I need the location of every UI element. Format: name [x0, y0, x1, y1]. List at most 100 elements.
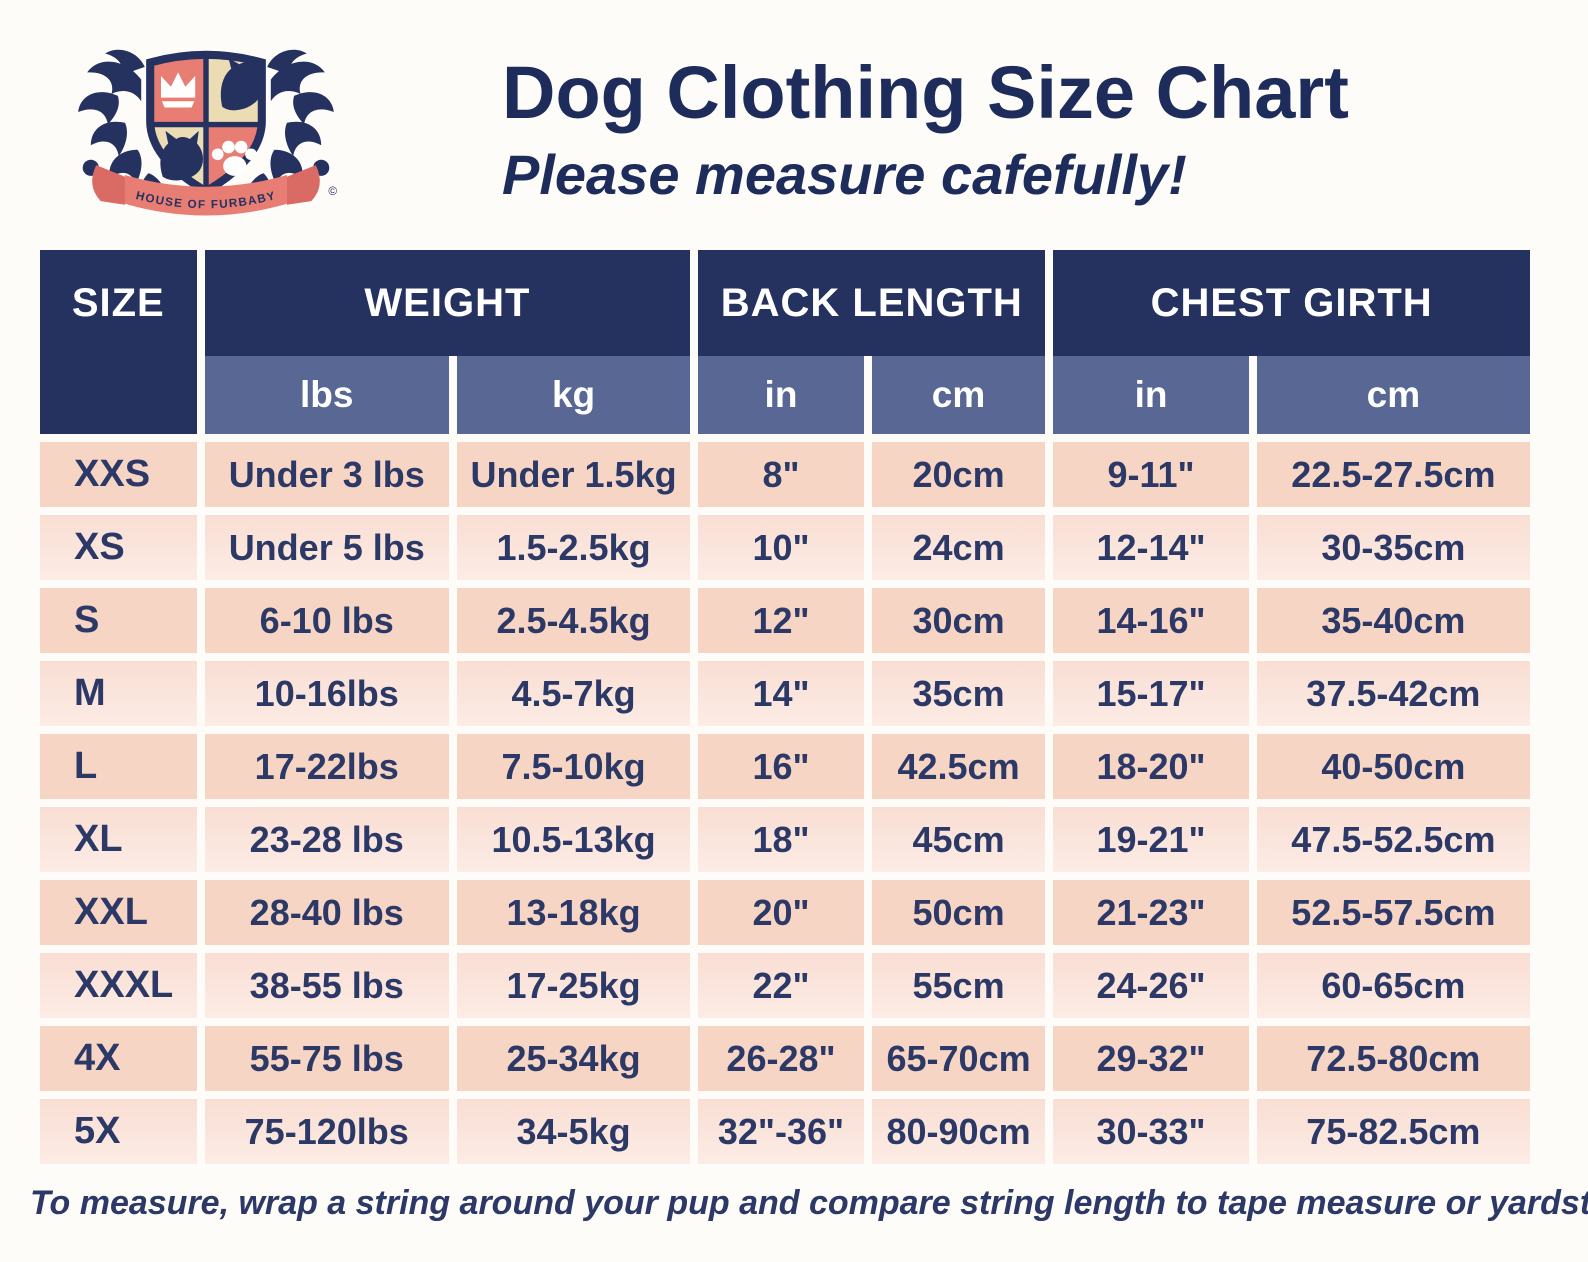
subheader-back-length-in: in: [698, 356, 864, 434]
chest-girth-cm-cell: 30-35cm: [1256, 515, 1530, 580]
paw-icon: [211, 140, 257, 176]
back-length-in-cell: 32"-36": [698, 1099, 864, 1164]
page-subtitle: Please measure cafefully!: [502, 143, 1187, 206]
chest-girth-in-cell: 15-17": [1053, 661, 1249, 726]
back-length-cm-cell: 35cm: [871, 661, 1046, 726]
weight-lbs-cell: 17-22lbs: [204, 734, 449, 799]
weight-lbs-cell: 38-55 lbs: [204, 953, 449, 1018]
back-length-in-cell: 20": [698, 880, 864, 945]
chest-girth-cm-cell: 47.5-52.5cm: [1256, 807, 1530, 872]
house-of-furbaby-crest-logo: HOUSE OF FURBABY ©: [78, 49, 337, 216]
weight-kg-cell: 17-25kg: [456, 953, 691, 1018]
page-header: HOUSE OF FURBABY © Dog Clothing Size Cha…: [0, 0, 1588, 250]
ribbon-banner: HOUSE OF FURBABY: [92, 165, 320, 216]
weight-kg-cell: 4.5-7kg: [456, 661, 691, 726]
back-length-cm-cell: 45cm: [871, 807, 1046, 872]
size-cell: XXS: [40, 442, 197, 507]
back-length-in-cell: 22": [698, 953, 864, 1018]
chest-girth-in-cell: 24-26": [1053, 953, 1249, 1018]
chest-girth-in-cell: 9-11": [1053, 442, 1249, 507]
table-row: XXS Under 3 lbs Under 1.5kg 8" 20cm 9-11…: [40, 442, 1530, 507]
size-cell: S: [40, 588, 197, 653]
back-length-in-cell: 8": [698, 442, 864, 507]
weight-lbs-cell: 28-40 lbs: [204, 880, 449, 945]
back-length-in-cell: 10": [698, 515, 864, 580]
column-header-chest-girth-label: CHEST GIRTH: [1053, 250, 1530, 356]
size-cell: 5X: [40, 1099, 197, 1164]
chest-girth-in-cell: 18-20": [1053, 734, 1249, 799]
weight-kg-cell: 13-18kg: [456, 880, 691, 945]
column-header-back-length-label: BACK LENGTH: [698, 250, 1046, 356]
weight-lbs-cell: 23-28 lbs: [204, 807, 449, 872]
column-header-size: SIZE: [40, 250, 197, 434]
subheader-weight-kg: kg: [456, 356, 691, 434]
measuring-instructions: To measure, wrap a string around your pu…: [30, 1184, 1588, 1222]
weight-subheaders: lbs kg: [204, 356, 691, 434]
chest-girth-in-cell: 19-21": [1053, 807, 1249, 872]
chest-girth-cm-cell: 37.5-42cm: [1256, 661, 1530, 726]
chest-girth-cm-cell: 72.5-80cm: [1256, 1026, 1530, 1091]
table-row: XXXL 38-55 lbs 17-25kg 22" 55cm 24-26" 6…: [40, 953, 1530, 1018]
subheader-chest-girth-cm: cm: [1256, 356, 1530, 434]
weight-lbs-cell: 10-16lbs: [204, 661, 449, 726]
back-length-cm-cell: 20cm: [871, 442, 1046, 507]
table-row: M 10-16lbs 4.5-7kg 14" 35cm 15-17" 37.5-…: [40, 661, 1530, 726]
subheader-weight-lbs: lbs: [204, 356, 449, 434]
weight-kg-cell: 34-5kg: [456, 1099, 691, 1164]
table-row: XS Under 5 lbs 1.5-2.5kg 10" 24cm 12-14"…: [40, 515, 1530, 580]
title-block: Dog Clothing Size Chart Please measure c…: [502, 30, 1349, 207]
size-cell: M: [40, 661, 197, 726]
chest-girth-cm-cell: 35-40cm: [1256, 588, 1530, 653]
size-cell: XS: [40, 515, 197, 580]
chest-girth-subheaders: in cm: [1053, 356, 1530, 434]
weight-kg-cell: 10.5-13kg: [456, 807, 691, 872]
table-row: L 17-22lbs 7.5-10kg 16" 42.5cm 18-20" 40…: [40, 734, 1530, 799]
weight-kg-cell: 1.5-2.5kg: [456, 515, 691, 580]
weight-kg-cell: 25-34kg: [456, 1026, 691, 1091]
back-length-cm-cell: 30cm: [871, 588, 1046, 653]
dog-icon: [220, 58, 264, 111]
weight-lbs-cell: 75-120lbs: [204, 1099, 449, 1164]
table-row: 5X 75-120lbs 34-5kg 32"-36" 80-90cm 30-3…: [40, 1099, 1530, 1164]
column-header-size-label: SIZE: [71, 280, 165, 325]
size-cell: L: [40, 734, 197, 799]
copyright-symbol: ©: [328, 185, 337, 198]
back-length-cm-cell: 24cm: [871, 515, 1046, 580]
table-row: S 6-10 lbs 2.5-4.5kg 12" 30cm 14-16" 35-…: [40, 588, 1530, 653]
chest-girth-cm-cell: 52.5-57.5cm: [1256, 880, 1530, 945]
weight-lbs-cell: Under 3 lbs: [204, 442, 449, 507]
back-length-cm-cell: 80-90cm: [871, 1099, 1046, 1164]
chest-girth-cm-cell: 75-82.5cm: [1256, 1099, 1530, 1164]
chest-girth-in-cell: 30-33": [1053, 1099, 1249, 1164]
size-cell: XXXL: [40, 953, 197, 1018]
column-header-weight-label: WEIGHT: [204, 250, 691, 356]
column-header-weight: WEIGHT lbs kg: [204, 250, 691, 434]
table-row: XL 23-28 lbs 10.5-13kg 18" 45cm 19-21" 4…: [40, 807, 1530, 872]
back-length-cm-cell: 50cm: [871, 880, 1046, 945]
back-length-cm-cell: 65-70cm: [871, 1026, 1046, 1091]
weight-kg-cell: Under 1.5kg: [456, 442, 691, 507]
weight-lbs-cell: Under 5 lbs: [204, 515, 449, 580]
back-length-in-cell: 14": [698, 661, 864, 726]
table-header: SIZE WEIGHT lbs kg BACK LENGTH in cm CHE…: [40, 250, 1530, 434]
size-cell: XXL: [40, 880, 197, 945]
crown-icon: [161, 72, 196, 108]
back-length-in-cell: 26-28": [698, 1026, 864, 1091]
column-header-chest-girth: CHEST GIRTH in cm: [1053, 250, 1530, 434]
back-length-in-cell: 16": [698, 734, 864, 799]
back-length-cm-cell: 55cm: [871, 953, 1046, 1018]
weight-lbs-cell: 6-10 lbs: [204, 588, 449, 653]
cat-icon: [160, 130, 204, 181]
size-chart-table: SIZE WEIGHT lbs kg BACK LENGTH in cm CHE…: [40, 250, 1530, 1164]
size-cell: 4X: [40, 1026, 197, 1091]
size-cell: XL: [40, 807, 197, 872]
chest-girth-in-cell: 29-32": [1053, 1026, 1249, 1091]
chest-girth-in-cell: 12-14": [1053, 515, 1249, 580]
column-header-back-length: BACK LENGTH in cm: [698, 250, 1046, 434]
back-length-cm-cell: 42.5cm: [871, 734, 1046, 799]
subheader-chest-girth-in: in: [1053, 356, 1249, 434]
chest-girth-in-cell: 14-16": [1053, 588, 1249, 653]
page-title: Dog Clothing Size Chart: [502, 51, 1349, 134]
back-length-in-cell: 18": [698, 807, 864, 872]
chest-girth-cm-cell: 40-50cm: [1256, 734, 1530, 799]
